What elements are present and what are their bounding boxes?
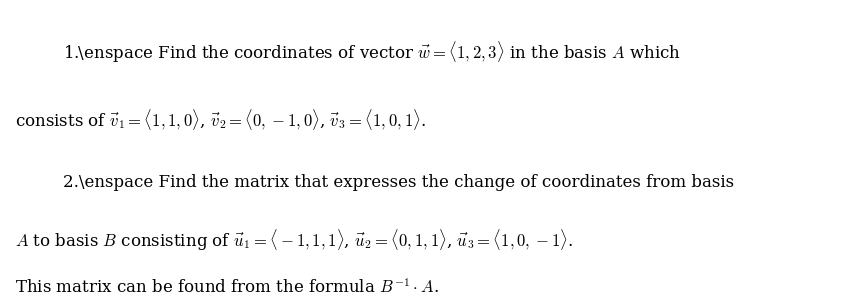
Text: This matrix can be found from the formula $B^{-1} \cdot A$.: This matrix can be found from the formul… (15, 278, 439, 297)
Text: $A$ to basis $B$ consisting of $\vec{u}_1 = \langle -1, 1, 1 \rangle$, $\vec{u}_: $A$ to basis $B$ consisting of $\vec{u}_… (15, 228, 573, 253)
Text: 2.\enspace Find the matrix that expresses the change of coordinates from basis: 2.\enspace Find the matrix that expresse… (63, 174, 734, 192)
Text: 1.\enspace Find the coordinates of vector $\vec{w} = \langle 1, 2, 3 \rangle$ in: 1.\enspace Find the coordinates of vecto… (63, 40, 681, 65)
Text: consists of $\vec{v}_1 = \langle 1, 1, 0 \rangle$, $\vec{v}_2 = \langle 0, -1, 0: consists of $\vec{v}_1 = \langle 1, 1, 0… (15, 107, 426, 132)
